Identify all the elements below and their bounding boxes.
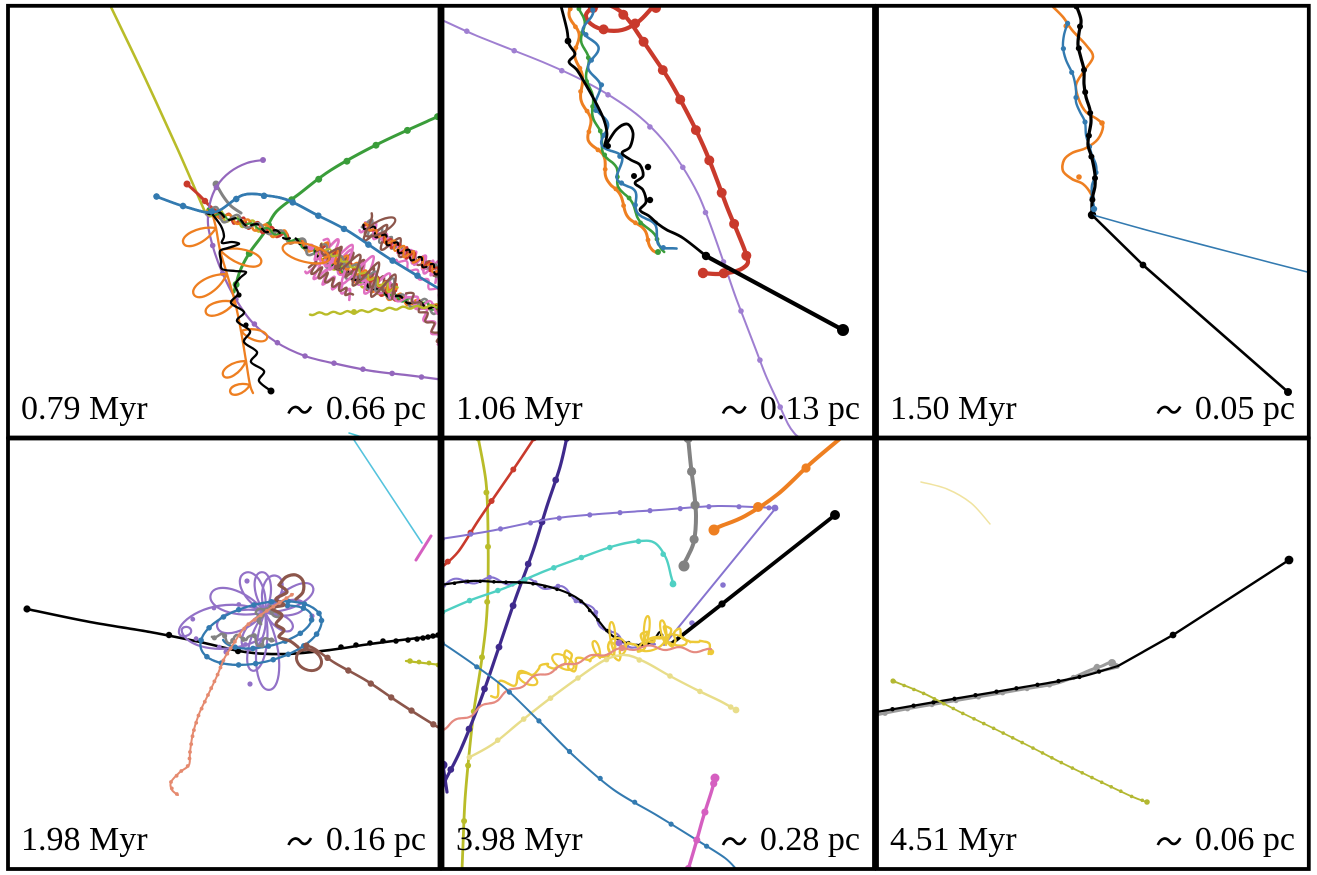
svg-text:1.06 Myr: 1.06 Myr — [456, 390, 583, 427]
svg-text:0.66 pc: 0.66 pc — [326, 390, 426, 427]
svg-text:0.16 pc: 0.16 pc — [326, 821, 426, 858]
svg-text:4.51 Myr: 4.51 Myr — [890, 821, 1017, 858]
svg-text:0.05 pc: 0.05 pc — [1195, 390, 1295, 427]
svg-text:0.13 pc: 0.13 pc — [760, 390, 860, 427]
svg-text:1.50 Myr: 1.50 Myr — [890, 390, 1017, 427]
svg-text:3.98 Myr: 3.98 Myr — [456, 821, 583, 858]
svg-text:0.28 pc: 0.28 pc — [760, 821, 860, 858]
svg-text:0.79 Myr: 0.79 Myr — [21, 390, 148, 427]
svg-text:0.06 pc: 0.06 pc — [1195, 821, 1295, 858]
svg-text:1.98 Myr: 1.98 Myr — [21, 821, 148, 858]
